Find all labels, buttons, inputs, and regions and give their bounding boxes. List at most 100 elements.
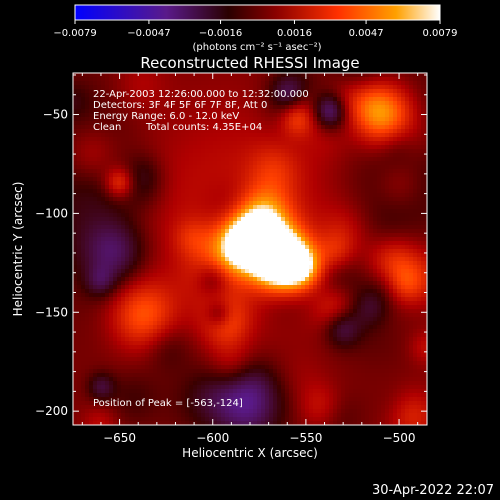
heatmap-cell xyxy=(233,197,237,201)
heatmap-cell xyxy=(377,161,381,165)
heatmap-cell xyxy=(329,205,333,209)
heatmap-cell xyxy=(245,173,249,177)
heatmap-cell xyxy=(117,89,121,93)
heatmap-cell xyxy=(281,229,285,233)
heatmap-cell xyxy=(413,133,417,137)
heatmap-cell xyxy=(289,125,293,129)
heatmap-cell xyxy=(185,281,189,285)
heatmap-cell xyxy=(145,141,149,145)
heatmap-cell xyxy=(225,221,229,225)
chart-title: Reconstructed RHESSI Image xyxy=(140,54,359,72)
heatmap-cell xyxy=(197,85,201,89)
heatmap-cell xyxy=(217,141,221,145)
heatmap-cell xyxy=(221,81,225,85)
heatmap-cell xyxy=(125,129,129,133)
heatmap-cell xyxy=(205,225,209,229)
heatmap-cell xyxy=(257,245,261,249)
heatmap-cell xyxy=(85,225,89,229)
heatmap-cell xyxy=(285,81,289,85)
heatmap-cell xyxy=(277,133,281,137)
heatmap-cell xyxy=(337,161,341,165)
heatmap-cell xyxy=(229,149,233,153)
heatmap-cell xyxy=(181,177,185,181)
heatmap-cell xyxy=(405,133,409,137)
heatmap-cell xyxy=(89,85,93,89)
heatmap-cell xyxy=(73,165,77,169)
heatmap-cell xyxy=(221,177,225,181)
heatmap-cell xyxy=(113,105,117,109)
heatmap-cell xyxy=(213,125,217,129)
heatmap-cell xyxy=(377,261,381,265)
heatmap-cell xyxy=(241,265,245,269)
heatmap-cell xyxy=(77,225,81,229)
heatmap-cell xyxy=(421,93,425,97)
heatmap-cell xyxy=(401,145,405,149)
heatmap-cell xyxy=(289,141,293,145)
heatmap-cell xyxy=(369,133,373,137)
heatmap-cell xyxy=(353,145,357,149)
heatmap-cell xyxy=(385,237,389,241)
heatmap-cell xyxy=(313,85,317,89)
heatmap-cell xyxy=(213,77,217,81)
heatmap-cell xyxy=(369,93,373,97)
heatmap-cell xyxy=(405,273,409,277)
heatmap-cell xyxy=(397,229,401,233)
heatmap-cell xyxy=(85,289,89,293)
heatmap-cell xyxy=(177,173,181,177)
heatmap-cell xyxy=(325,101,329,105)
heatmap-cell xyxy=(77,261,81,265)
heatmap-cell xyxy=(405,89,409,93)
heatmap-cell xyxy=(253,129,257,133)
heatmap-cell xyxy=(401,245,405,249)
heatmap-cell xyxy=(261,169,265,173)
heatmap-cell xyxy=(337,277,341,281)
heatmap-cell xyxy=(397,189,401,193)
heatmap-cell xyxy=(73,121,77,125)
heatmap-cell xyxy=(425,209,427,213)
heatmap-cell xyxy=(113,249,117,253)
heatmap-cell xyxy=(365,145,369,149)
heatmap-cell xyxy=(361,97,365,101)
heatmap-cell xyxy=(157,261,161,265)
heatmap-cell xyxy=(317,261,321,265)
heatmap-cell xyxy=(249,189,253,193)
heatmap-cell xyxy=(181,85,185,89)
heatmap-cell xyxy=(249,253,253,257)
heatmap-cell xyxy=(221,121,225,125)
heatmap-cell xyxy=(293,97,297,101)
heatmap-cell xyxy=(117,229,121,233)
heatmap-cell xyxy=(373,161,377,165)
heatmap-cell xyxy=(389,285,393,289)
heatmap-cell xyxy=(213,189,217,193)
heatmap-cell xyxy=(405,201,409,205)
heatmap-cell xyxy=(93,197,97,201)
heatmap-cell xyxy=(109,189,113,193)
heatmap-cell xyxy=(221,173,225,177)
heatmap-cell xyxy=(145,253,149,257)
heatmap-cell xyxy=(273,261,277,265)
heatmap-cell xyxy=(301,209,305,213)
heatmap-cell xyxy=(101,169,105,173)
heatmap-cell xyxy=(201,153,205,157)
heatmap-cell xyxy=(109,157,113,161)
heatmap-cell xyxy=(345,165,349,169)
heatmap-cell xyxy=(173,81,177,85)
heatmap-cell xyxy=(409,101,413,105)
heatmap-cell xyxy=(197,181,201,185)
heatmap-cell xyxy=(173,113,177,117)
heatmap-cell xyxy=(133,157,137,161)
heatmap-cell xyxy=(381,125,385,129)
heatmap-cell xyxy=(273,161,277,165)
heatmap-cell xyxy=(253,293,257,297)
heatmap-cell xyxy=(297,201,301,205)
heatmap-cell xyxy=(157,237,161,241)
heatmap-cell xyxy=(365,117,369,121)
heatmap-cell xyxy=(77,213,81,217)
heatmap-cell xyxy=(225,197,229,201)
heatmap-cell xyxy=(229,121,233,125)
heatmap-cell xyxy=(225,181,229,185)
heatmap-cell xyxy=(213,157,217,161)
heatmap-cell xyxy=(257,253,261,257)
heatmap-cell xyxy=(113,281,117,285)
heatmap-cell xyxy=(157,101,161,105)
